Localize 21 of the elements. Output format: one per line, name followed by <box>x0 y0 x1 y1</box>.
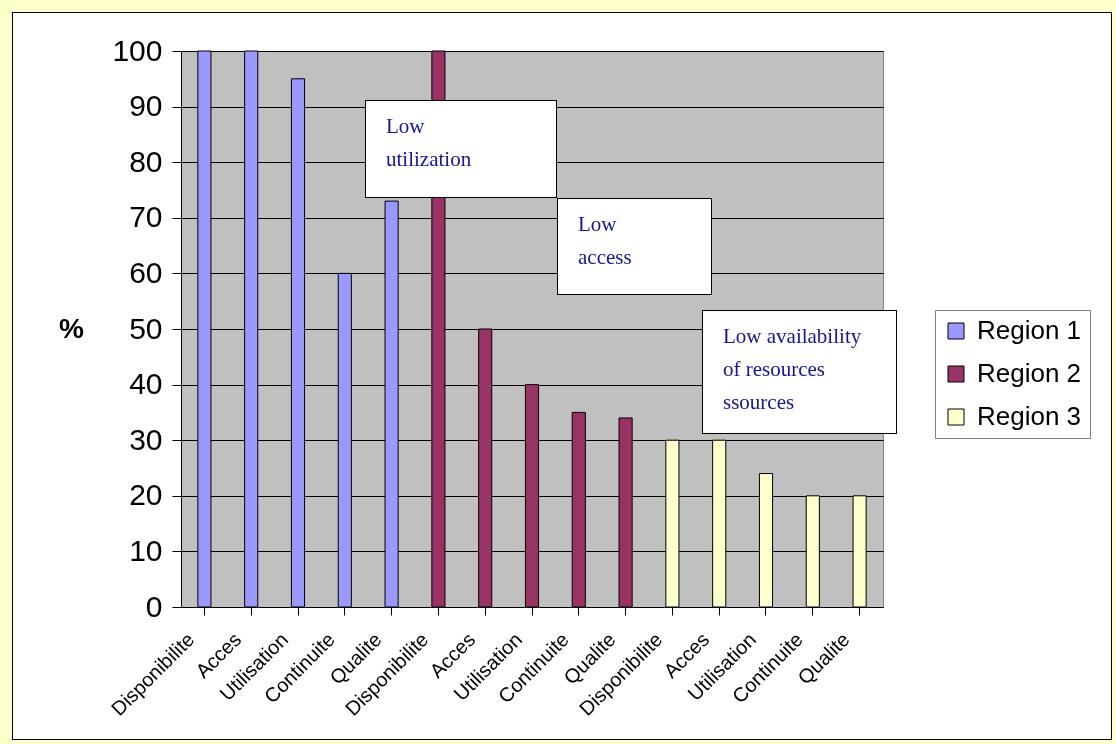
text-box: Low access <box>557 198 712 295</box>
y-tick-label: 60 <box>129 255 163 289</box>
y-tick-label: 0 <box>145 589 163 623</box>
y-tick-label: 20 <box>129 478 163 512</box>
text-box: Low availability of resources ssources <box>702 310 897 434</box>
y-tick-label: 100 <box>112 33 163 67</box>
legend-label: Region 1 <box>977 315 1082 345</box>
y-tick-label: 70 <box>129 200 163 234</box>
y-axis-title: % <box>59 312 85 344</box>
annotation: Low access <box>578 211 633 271</box>
legend-label: Region 2 <box>977 358 1082 388</box>
annotation: Low utilization <box>386 113 473 173</box>
y-tick-label: 10 <box>129 533 163 567</box>
y-tick-label: 30 <box>129 422 163 456</box>
y-tick-label: 50 <box>129 311 163 345</box>
legend-label: Region 3 <box>977 401 1082 431</box>
annotation: Low availability of resources ssources <box>723 323 863 416</box>
text-box: Low utilization <box>365 100 557 198</box>
y-tick-label: 40 <box>129 367 163 401</box>
y-tick-label: 90 <box>129 89 163 123</box>
y-tick-label: 80 <box>129 144 163 178</box>
